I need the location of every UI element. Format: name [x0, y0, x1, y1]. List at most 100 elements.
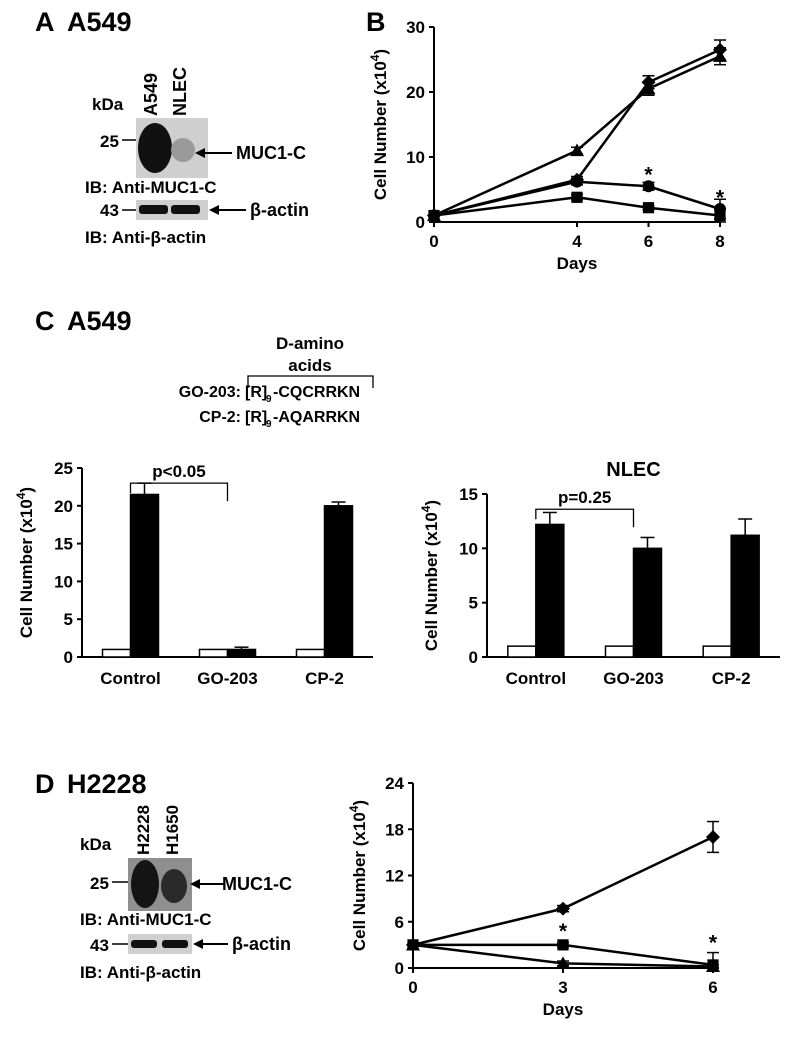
chart-b-series-circle-line	[433, 180, 721, 217]
go203-name: GO-203:	[179, 384, 241, 401]
panel-a-muc-band-nlec	[171, 138, 195, 162]
chart-d-point-diamond	[706, 829, 720, 844]
chart-c-a549: 0 5 10 15 20 25 Cell Number (x104) Control GO-20…	[14, 459, 373, 688]
panel-d-actin-arrowhead	[193, 939, 203, 949]
chart-c-nlec-bar-black	[535, 523, 565, 658]
cp2-prefix: [R]	[245, 409, 267, 426]
chart-c-nlec: 0 5 10 15 Cell Number (x104) NLEC Control GO-20…	[419, 459, 780, 688]
panel-d-marker-25: 25	[90, 874, 109, 893]
chart-c-nlec-bar-white	[507, 645, 537, 658]
chart-c-a549-ylabel: Cell Number (x104)	[14, 487, 36, 638]
panel-a-actin-arrowhead	[209, 205, 219, 215]
panel-a-actin-band-nlec	[171, 205, 200, 214]
cp2-name: CP-2:	[199, 409, 241, 426]
panel-d-actin-label: β-actin	[232, 934, 291, 954]
chart-c-nlec-category-label: Control	[506, 669, 566, 688]
panel-d-lane-1: H2228	[134, 805, 153, 855]
chart-d-y-tick-label: 18	[385, 820, 404, 839]
chart-d-point-diamond	[556, 901, 570, 916]
panel-a-muc-arrowhead	[195, 148, 205, 158]
chart-d-y-tick-label: 0	[395, 959, 404, 978]
cp2-sequence: -AQARRKN	[273, 409, 360, 426]
chart-c-a549-y-tick-label: 10	[54, 572, 73, 591]
chart-c-nlec-ylabel: Cell Number (x104)	[419, 500, 441, 651]
chart-c-nlec-title: NLEC	[606, 459, 660, 481]
chart-c-a549-category-label: Control	[100, 669, 160, 688]
chart-d-y-tick-label: 12	[385, 867, 404, 886]
chart-c-a549-bar-white	[101, 648, 132, 658]
panel-d-ib-muc: IB: Anti-MUC1-C	[80, 910, 212, 929]
chart-c-a549-bar-white	[198, 648, 229, 658]
panel-b-letter: B	[366, 7, 386, 37]
chart-b-xlabel: Days	[557, 254, 598, 273]
panel-b: B 0 10 20 30 0 4 6 8 Days Cell Number (x104) * *	[366, 7, 727, 273]
chart-d-x-tick-label: 6	[708, 978, 717, 997]
panel-d-muc-band-h2228	[131, 860, 159, 908]
chart-c-nlec-y-tick-label: 10	[459, 539, 478, 558]
panel-a-ib-actin: IB: Anti-β-actin	[85, 228, 206, 247]
chart-d-significance-star: *	[559, 920, 568, 943]
panel-d-actin-blot	[128, 934, 192, 954]
chart-b-significance-star: *	[716, 187, 725, 210]
panel-a-cell-line: A549	[67, 7, 132, 37]
chart-b-x-tick-label: 4	[572, 232, 582, 251]
chart-d-x-tick-label: 3	[558, 978, 567, 997]
chart-c-a549-bar-black	[226, 648, 257, 658]
chart-b-point-square	[428, 209, 440, 222]
chart-d-ylabel: Cell Number (x104)	[347, 800, 369, 951]
chart-b-ylabel: Cell Number (x104)	[368, 49, 390, 200]
panel-a: A A549 A549 NLEC kDa 25 MUC1-C IB: Anti-…	[35, 7, 309, 247]
chart-c-a549-bar-black	[129, 493, 160, 658]
panel-a-actin-label: β-actin	[250, 200, 309, 220]
panel-a-lane-1: A549	[141, 73, 161, 116]
panel-c: C A549 D-amino acids GO-203: [R] 9 -CQCR…	[14, 306, 780, 688]
panel-d-cell-line: H2228	[67, 769, 147, 799]
chart-b: 0 10 20 30 0 4 6 8 Days Cell Number (x104) * *	[368, 18, 727, 273]
panel-d-actin-band-h2228	[131, 940, 157, 948]
panel-a-marker-25: 25	[100, 132, 119, 151]
chart-d: 0 6 12 18 24 0 3 6 Days Cell Number (x104) * *	[347, 774, 720, 1019]
chart-d-point-triangle	[406, 937, 420, 951]
cp2-subscript: 9	[266, 419, 272, 430]
panel-d: D H2228 H2228 H1650 kDa 25 MUC1-C IB: An…	[35, 769, 720, 1019]
chart-c-nlec-significance-bracket	[535, 508, 635, 528]
panel-d-letter: D	[35, 769, 55, 799]
panel-d-kda-label: kDa	[80, 835, 112, 854]
chart-c-nlec-p-value: p=0.25	[558, 488, 611, 507]
damino-bracket	[247, 375, 374, 388]
chart-c-nlec-category-label: GO-203	[603, 669, 663, 688]
chart-d-y-tick-label: 24	[385, 774, 404, 793]
chart-c-a549-category-label: CP-2	[305, 669, 344, 688]
chart-c-a549-y-tick-label: 25	[54, 459, 73, 478]
chart-c-nlec-bar-black	[632, 547, 663, 658]
panel-d-actin-band-h1650	[162, 940, 188, 948]
panel-c-letter: C	[35, 306, 55, 336]
chart-b-x-tick-label: 0	[429, 232, 438, 251]
go203-sequence: -CQCRRKN	[273, 384, 360, 401]
chart-b-series-triangle-line	[433, 55, 721, 217]
panel-d-lane-2: H1650	[163, 805, 182, 855]
chart-c-nlec-y-tick-label: 0	[469, 648, 478, 667]
chart-b-y-tick-label: 20	[406, 83, 425, 102]
chart-c-a549-y-tick-label: 20	[54, 497, 73, 516]
chart-d-xlabel: Days	[543, 1000, 584, 1019]
panel-d-muc-band-h1650	[161, 869, 187, 903]
chart-b-x-tick-label: 8	[715, 232, 724, 251]
chart-b-series-square-line	[433, 196, 721, 217]
chart-d-y-tick-label: 6	[395, 913, 404, 932]
chart-c-nlec-category-label: CP-2	[712, 669, 751, 688]
chart-b-y-tick-label: 30	[406, 18, 425, 37]
chart-b-point-circle	[571, 175, 583, 188]
chart-c-a549-significance-bracket	[129, 482, 229, 502]
panel-a-actin-band-a549	[139, 205, 168, 214]
chart-b-x-tick-label: 6	[644, 232, 653, 251]
chart-b-significance-star: *	[644, 163, 653, 186]
go203-prefix: [R]	[245, 384, 267, 401]
panel-c-cell-line: A549	[67, 306, 132, 336]
chart-c-a549-y-tick-label: 15	[54, 535, 73, 554]
panel-d-marker-43: 43	[90, 936, 109, 955]
chart-b-point-triangle	[713, 49, 727, 62]
chart-b-point-triangle	[641, 81, 656, 95]
panel-a-ib-muc: IB: Anti-MUC1-C	[85, 178, 217, 197]
